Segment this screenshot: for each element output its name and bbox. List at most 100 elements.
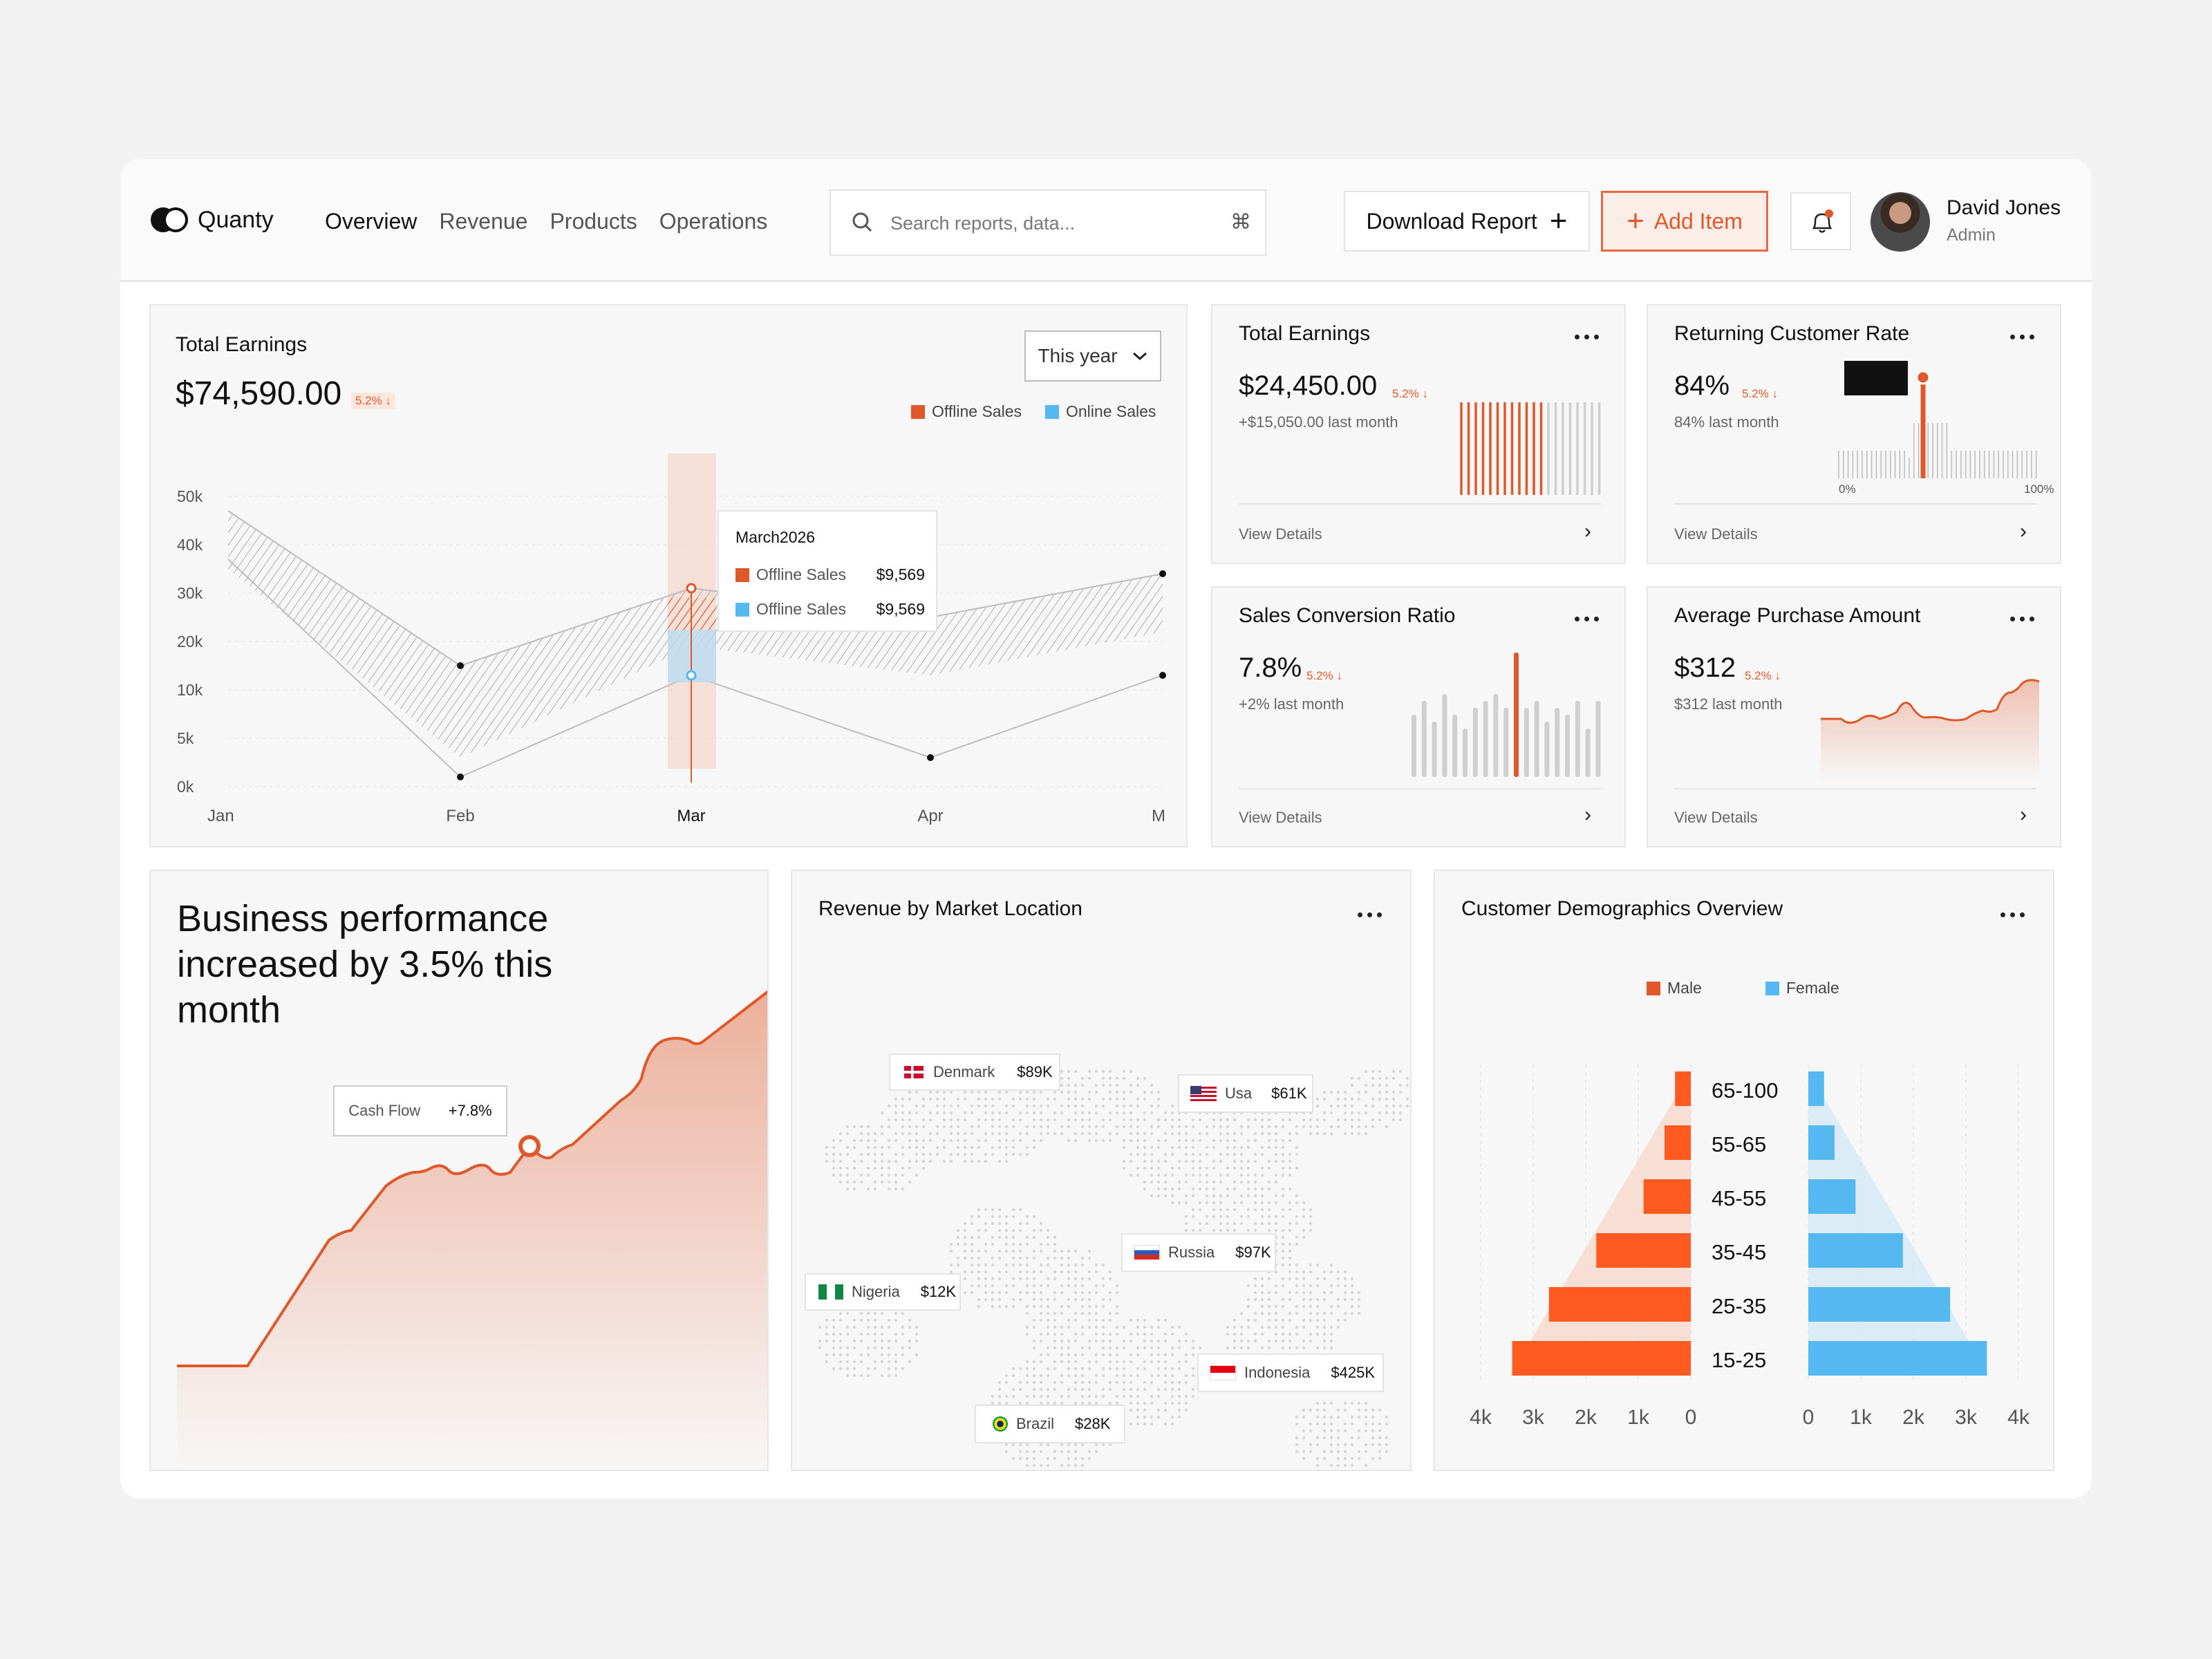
map-dot — [949, 1111, 953, 1115]
brand-logo[interactable]: Quanty — [151, 206, 274, 234]
map-dot — [928, 1111, 932, 1115]
map-dot — [1267, 1180, 1271, 1184]
map-dot — [1115, 1097, 1119, 1101]
more-options-icon[interactable] — [2010, 617, 2035, 622]
map-dot — [1260, 1187, 1264, 1191]
map-dot — [1302, 1284, 1306, 1288]
view-details-link[interactable]: View Details — [1674, 525, 1758, 543]
map-dot — [991, 1304, 995, 1309]
map-dot — [1108, 1118, 1112, 1122]
map-dot — [997, 1132, 1002, 1136]
market-pin-brazil[interactable]: Brazil $28K — [975, 1405, 1125, 1443]
more-options-icon[interactable] — [2010, 335, 2035, 340]
nav-item-revenue[interactable]: Revenue — [439, 209, 528, 234]
map-dot — [1122, 1118, 1126, 1122]
map-dot — [1074, 1311, 1078, 1315]
nav-item-overview[interactable]: Overview — [325, 209, 418, 234]
notifications-button[interactable] — [1790, 192, 1851, 250]
map-dot — [935, 1090, 939, 1094]
map-dot — [852, 1187, 856, 1191]
map-dot — [1267, 1304, 1271, 1309]
market-pin-denmark[interactable]: Denmark $89K — [889, 1053, 1060, 1091]
map-dot — [845, 1325, 850, 1329]
view-details-link[interactable]: View Details — [1239, 525, 1322, 543]
map-dot — [1253, 1132, 1257, 1136]
map-dot — [1239, 1221, 1244, 1226]
user-avatar[interactable] — [1871, 192, 1930, 252]
map-dot — [859, 1332, 863, 1336]
map-dot — [1060, 1249, 1064, 1253]
x-tick-label: Mar — [677, 807, 705, 825]
map-dot — [1295, 1166, 1299, 1170]
nav-item-operations[interactable]: Operations — [659, 209, 768, 234]
map-dot — [1267, 1346, 1271, 1350]
map-dot — [1177, 1408, 1181, 1412]
market-pin-indonesia[interactable]: Indonesia $425K — [1197, 1353, 1384, 1392]
more-options-icon[interactable] — [1358, 912, 1382, 918]
map-dot — [977, 1159, 981, 1163]
chevron-right-icon[interactable]: › — [1584, 803, 1591, 826]
map-dot — [1226, 1346, 1230, 1350]
map-dot — [1205, 1194, 1209, 1198]
divider — [1674, 503, 2036, 505]
map-dot — [1039, 1104, 1043, 1108]
map-dot — [1329, 1270, 1333, 1274]
map-dot — [1246, 1297, 1250, 1302]
map-dot — [949, 1132, 953, 1136]
map-dot — [1060, 1104, 1064, 1108]
map-dot — [1315, 1118, 1320, 1122]
chevron-right-icon[interactable]: › — [2020, 520, 2027, 543]
map-dot — [1046, 1332, 1050, 1336]
map-dot — [1032, 1090, 1036, 1094]
map-dot — [859, 1353, 863, 1357]
map-dot — [1302, 1270, 1306, 1274]
more-options-icon[interactable] — [1575, 617, 1600, 622]
map-dot — [1143, 1118, 1147, 1122]
period-select[interactable]: This year — [1024, 330, 1161, 382]
map-dot — [1074, 1367, 1078, 1371]
map-dot — [1150, 1090, 1154, 1094]
map-dot — [1018, 1367, 1022, 1371]
add-item-button[interactable]: + Add Item — [1601, 191, 1768, 252]
map-dot — [1156, 1180, 1161, 1184]
market-pin-nigeria[interactable]: Nigeria $12K — [805, 1273, 961, 1311]
more-options-icon[interactable] — [1575, 335, 1600, 340]
map-dot — [1156, 1367, 1161, 1371]
map-dot — [1329, 1450, 1333, 1454]
nav-item-products[interactable]: Products — [550, 209, 637, 234]
market-pin-usa[interactable]: Usa $61K — [1178, 1074, 1313, 1113]
map-dot — [1329, 1263, 1333, 1267]
chevron-right-icon[interactable]: › — [2020, 803, 2027, 826]
map-dot — [1060, 1360, 1064, 1364]
map-dot — [1391, 1069, 1396, 1074]
spark-bar — [1452, 715, 1458, 777]
chevron-right-icon[interactable]: › — [1584, 520, 1591, 543]
map-dot — [1371, 1069, 1375, 1074]
download-report-button[interactable]: Download Report + — [1344, 191, 1590, 252]
map-dot — [873, 1339, 877, 1343]
map-dot — [1295, 1311, 1299, 1315]
more-options-icon[interactable] — [2000, 912, 2025, 918]
map-dot — [977, 1263, 981, 1267]
search-input[interactable]: Search reports, data... ⌘ — [830, 189, 1266, 256]
map-dot — [921, 1145, 926, 1150]
map-dot — [1025, 1325, 1029, 1329]
view-details-link[interactable]: View Details — [1239, 809, 1322, 826]
map-dot — [1046, 1346, 1050, 1350]
map-dot — [1343, 1429, 1347, 1433]
map-dot — [1295, 1263, 1299, 1267]
map-dot — [1004, 1380, 1009, 1385]
map-dot — [887, 1159, 891, 1163]
view-details-link[interactable]: View Details — [1674, 809, 1758, 826]
cash-flow-area-chart[interactable] — [151, 871, 769, 1471]
map-dot — [942, 1104, 946, 1108]
map-dot — [1053, 1090, 1057, 1094]
map-dot — [963, 1152, 967, 1156]
market-pin-russia[interactable]: Russia $97K — [1121, 1233, 1276, 1272]
map-dot — [997, 1249, 1002, 1253]
map-dot — [1156, 1194, 1161, 1198]
map-dot — [1143, 1159, 1147, 1163]
map-dot — [963, 1277, 967, 1281]
